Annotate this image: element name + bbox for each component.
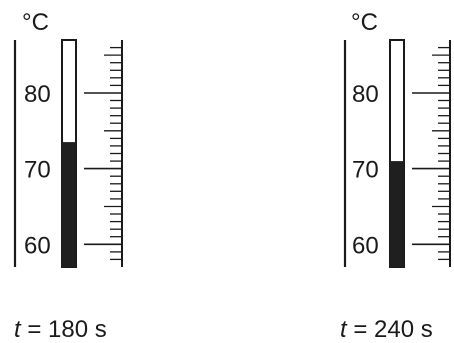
scale-label-2-70: 70 [352,157,379,184]
time-caption-1: t = 180 s [14,316,107,343]
liquid-column-1 [62,142,76,267]
scale-label-2-60: 60 [352,232,379,259]
liquid-column-2 [390,161,404,267]
time-symbol-1: t [14,316,22,343]
time-value-2: = 240 s [347,316,433,343]
time-caption-2: t = 240 s [340,316,433,343]
scale-label-2-80: 80 [352,81,379,108]
scale-label-1-80: 80 [24,81,51,108]
unit-label-2: °C [351,9,378,36]
time-value-1: = 180 s [21,316,107,343]
scale-label-1-60: 60 [24,232,51,259]
thermometer-2: °C 80 70 60 t = 240 s [340,9,451,343]
scale-label-1-70: 70 [24,157,51,184]
tick-marks-2 [412,46,450,261]
tick-marks-1 [84,46,122,261]
unit-label-1: °C [22,9,49,36]
thermometer-1: °C 80 70 60 t = 180 s [13,9,123,343]
time-symbol-2: t [340,316,348,343]
